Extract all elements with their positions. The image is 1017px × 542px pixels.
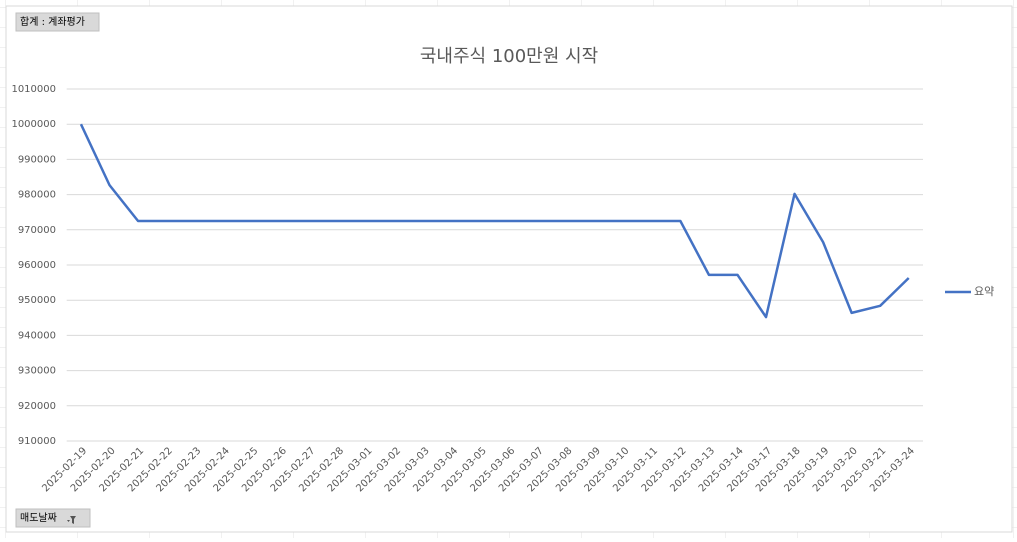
value-field-button[interactable] <box>15 12 100 32</box>
y-tick-label: 990000 <box>18 154 56 165</box>
filter-icon <box>67 516 76 524</box>
y-tick-label: 1010000 <box>11 84 56 95</box>
value-field-label: 합계 : 계좌평가 <box>20 16 85 28</box>
y-tick-label: 980000 <box>18 190 56 201</box>
y-tick-label: 920000 <box>18 401 56 412</box>
axis-field-button[interactable] <box>15 508 91 528</box>
chart-title: 국내주식 100만원 시작 <box>420 46 598 67</box>
y-tick-label: 1000000 <box>11 119 56 130</box>
line-series <box>79 123 910 319</box>
y-tick-label: 930000 <box>18 366 56 377</box>
y-tick-label: 950000 <box>18 295 56 306</box>
axis-field-label: 매도날짜 <box>20 512 57 524</box>
y-tick-label: 940000 <box>18 330 56 341</box>
legend-label: 요약 <box>974 284 994 298</box>
y-tick-label: 910000 <box>18 436 56 447</box>
y-tick-label: 960000 <box>18 260 56 271</box>
y-tick-label: 970000 <box>18 225 56 236</box>
chart-area <box>5 5 1013 533</box>
